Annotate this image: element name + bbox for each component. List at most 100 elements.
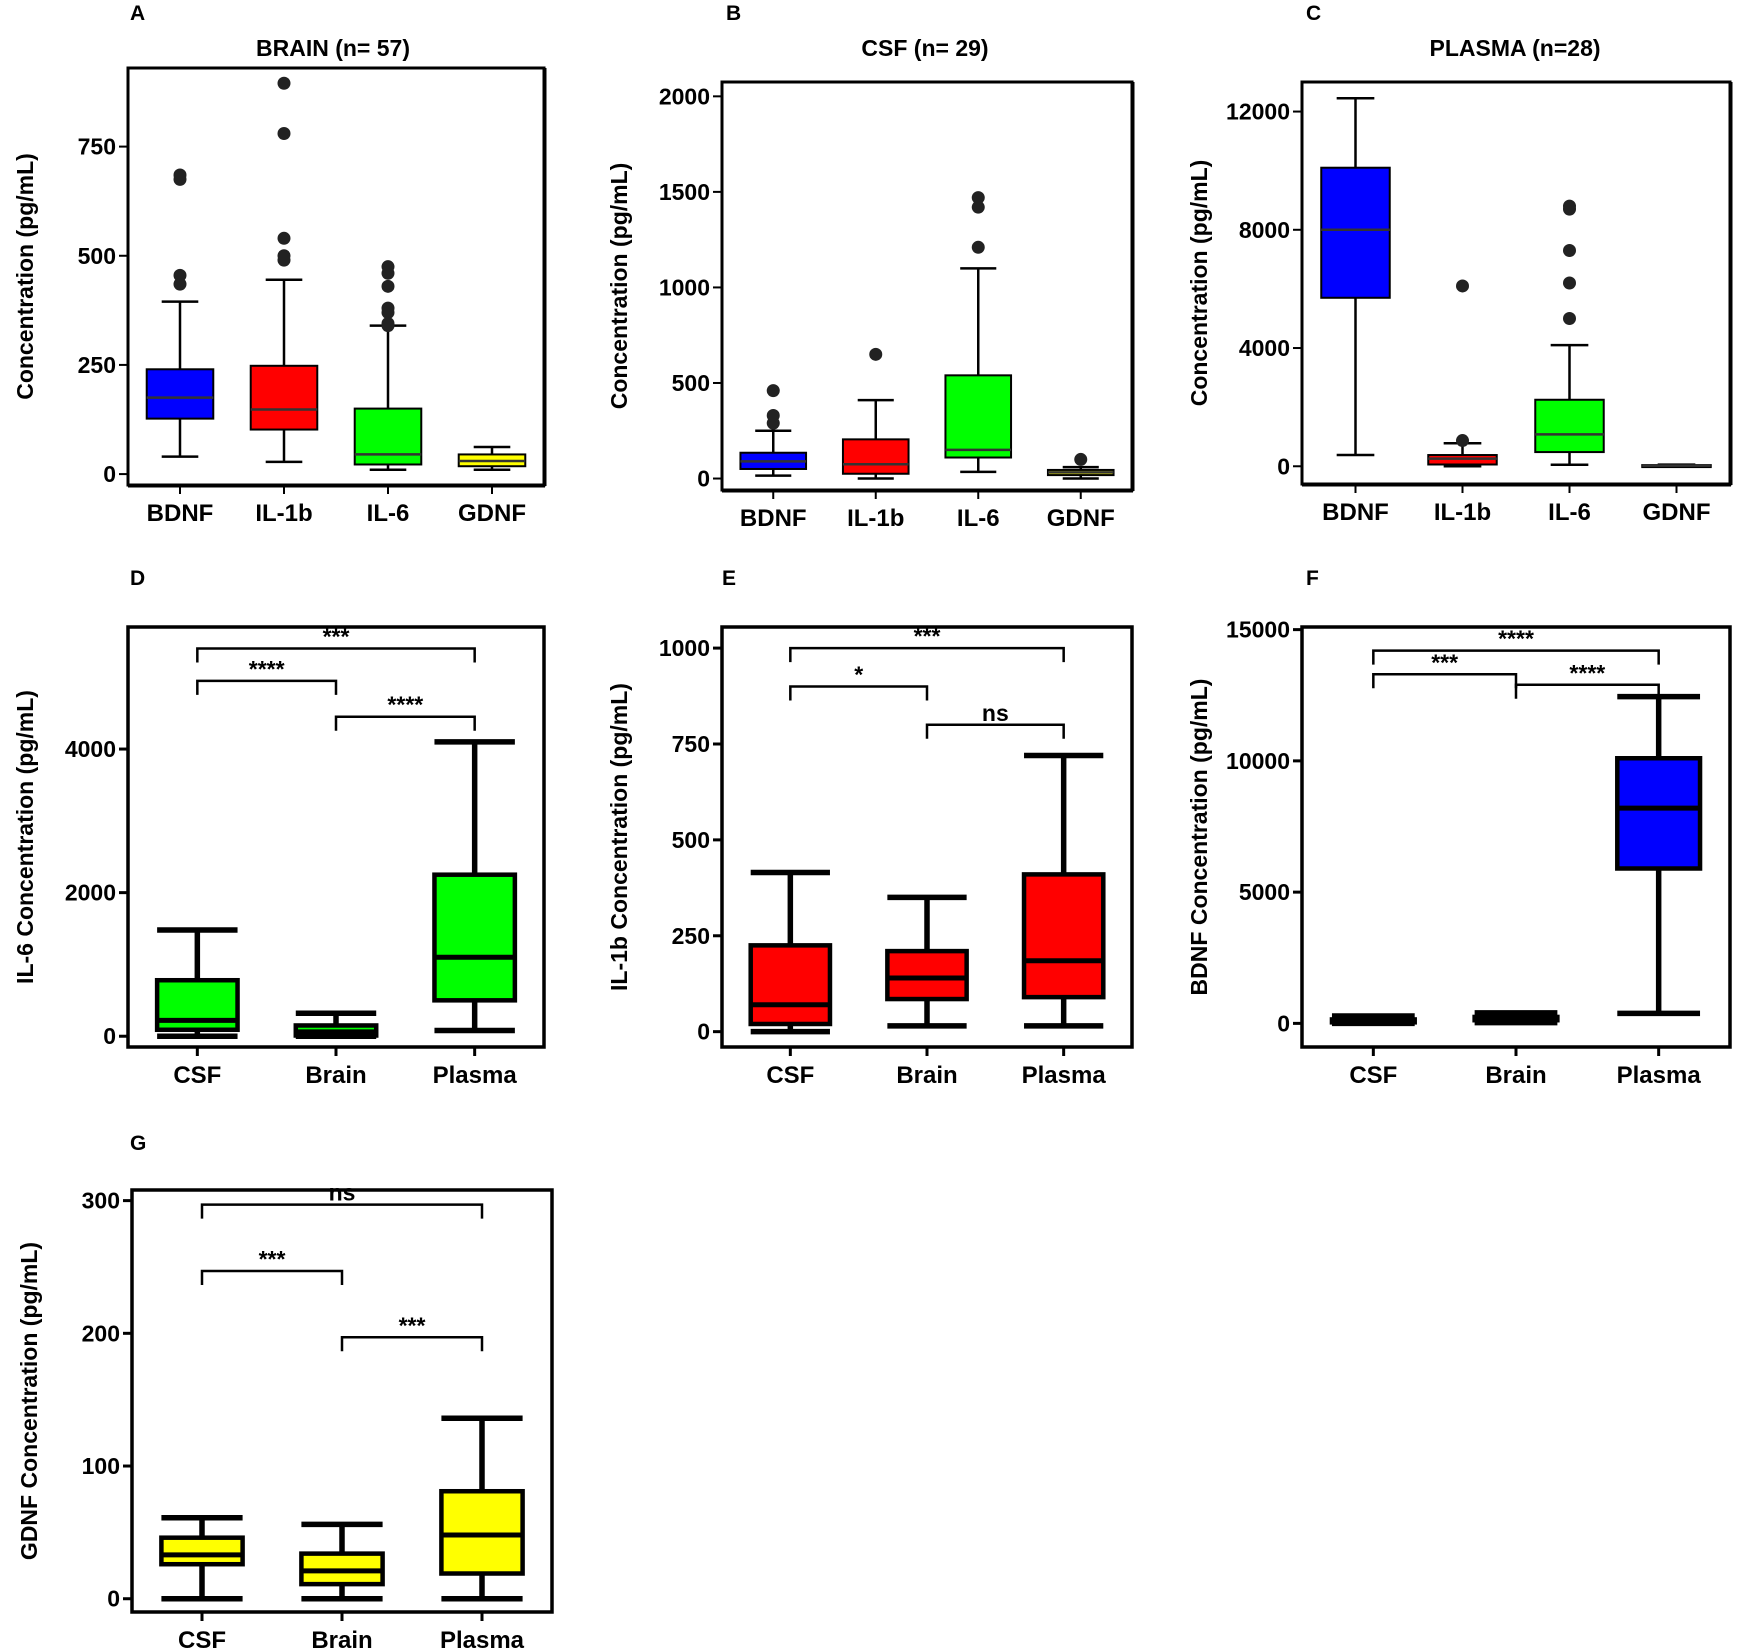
significance-bracket: **** (196, 656, 338, 695)
outlier-point (1074, 452, 1088, 466)
panel-g: 0 100 200 300 GDNF Concentration (pg/mL) CSF B… (16, 1180, 554, 1649)
y-tick-label: 200 (82, 1320, 120, 1346)
box-plasma (432, 739, 518, 1034)
y-tick-label: 0 (1277, 1010, 1290, 1036)
y-tick-label: 10000 (1226, 748, 1290, 774)
box-iqr (841, 438, 910, 475)
box-bdnf (145, 168, 215, 458)
panel-letter-c: C (1306, 2, 1321, 25)
box-gdnf (1046, 452, 1115, 480)
x-tick-label: Plasma (1022, 1062, 1107, 1089)
y-axis-label: IL-1b Concentration (pg/mL) (606, 683, 632, 991)
outlier-point (971, 200, 985, 214)
x-tick-label: Plasma (440, 1627, 525, 1649)
outlier-point (1563, 199, 1576, 213)
bracket-line (196, 679, 338, 695)
outlier-point (1563, 243, 1576, 257)
box-bdnf (739, 384, 808, 477)
x-tick-label: BDNF (1322, 499, 1389, 526)
bracket-line (1372, 649, 1660, 665)
significance-label: **** (249, 656, 285, 682)
y-axis-label: Concentration (pg/mL) (606, 163, 632, 410)
significance-label: *** (323, 624, 350, 650)
panel-f: 0 5000 10000 15000 BDNF Concentration (pg/mL… (1186, 617, 1732, 1089)
outlier-point (277, 231, 291, 245)
outlier-point (381, 260, 395, 274)
y-tick-label: 5000 (1239, 879, 1290, 905)
x-tick-label: Plasma (1617, 1062, 1702, 1089)
x-tick-label: IL-6 (367, 500, 410, 527)
y-tick-label: 500 (672, 370, 710, 396)
x-tick-label: BDNF (740, 505, 807, 532)
y-tick-label: 750 (78, 134, 116, 160)
bracket-line (789, 646, 1065, 663)
box-iqr (439, 1488, 525, 1576)
outlier-point (766, 384, 780, 398)
outlier-point (277, 76, 291, 90)
bracket-line (925, 723, 1065, 739)
y-tick-label: 0 (103, 1023, 116, 1049)
panel-title-plasma: PLASMA (n=28) (1429, 35, 1600, 61)
panel-letter-e: E (722, 567, 736, 590)
significance-bracket: *** (789, 623, 1065, 663)
y-tick-label: 750 (672, 731, 710, 757)
x-tick-label: Plasma (433, 1062, 518, 1089)
y-tick-label: 4000 (1239, 335, 1290, 361)
box-csf (1329, 1013, 1417, 1027)
y-tick-label: 15000 (1226, 617, 1290, 643)
x-tick-label: IL-6 (1548, 499, 1591, 526)
bracket-line (200, 1269, 344, 1285)
x-tick-label: CSF (178, 1627, 226, 1649)
significance-label: *** (914, 623, 941, 649)
x-tick-label: CSF (766, 1062, 814, 1089)
box-iqr (1534, 398, 1605, 454)
panel-letter-d: D (130, 567, 145, 590)
outlier-point (277, 249, 291, 263)
significance-bracket: **** (1514, 660, 1660, 699)
outlier-point (1563, 311, 1576, 325)
box-iqr (1320, 166, 1391, 299)
box-brain (1472, 1010, 1560, 1026)
panel-title-csf: CSF (n= 29) (861, 35, 988, 61)
box-brain (299, 1521, 385, 1602)
x-tick-label: Brain (311, 1627, 372, 1649)
y-tick-label: 8000 (1239, 217, 1290, 243)
box-plasma (439, 1415, 525, 1602)
significance-bracket: ns (200, 1180, 484, 1219)
box-csf (748, 869, 833, 1035)
y-tick-label: 2000 (659, 83, 710, 109)
panel-letter-b: B (726, 2, 741, 25)
y-tick-label: 500 (672, 827, 710, 853)
box-iqr (748, 943, 833, 1027)
box-plasma (1021, 752, 1106, 1029)
y-tick-label: 0 (697, 466, 710, 492)
significance-bracket: *** (1372, 649, 1518, 689)
y-axis-label: GDNF Concentration (pg/mL) (16, 1242, 42, 1560)
bracket-line (340, 1336, 484, 1352)
box-iqr (1021, 872, 1106, 1000)
x-tick-label: BDNF (147, 500, 214, 527)
y-tick-label: 4000 (65, 736, 116, 762)
x-tick-label: GDNF (458, 500, 526, 527)
significance-bracket: *** (196, 624, 476, 663)
outlier-point (1456, 279, 1469, 293)
significance-label: *** (399, 1312, 426, 1338)
x-tick-label: IL-1b (847, 505, 904, 532)
significance-label: * (854, 661, 863, 687)
x-tick-label: Brain (305, 1062, 366, 1089)
y-axis-label: Concentration (pg/mL) (12, 153, 38, 400)
outlier-point (971, 240, 985, 254)
y-axis-label: IL-6 Concentration (pg/mL) (12, 690, 38, 984)
box-il-6 (1534, 199, 1605, 467)
box-il-6 (944, 191, 1013, 474)
panel-e: 0 250 500 750 1000 IL-1b Concentration (pg/mL… (606, 623, 1134, 1089)
significance-label: **** (1569, 660, 1605, 686)
y-axis-label: BDNF Concentration (pg/mL) (1186, 679, 1212, 996)
y-tick-label: 250 (672, 923, 710, 949)
plot-frame (720, 80, 1134, 492)
bracket-line (200, 1203, 484, 1219)
box-iqr (249, 364, 319, 431)
panel-b: 0 500 1000 1500 2000 Concentration (pg/mL) BDN… (606, 80, 1135, 532)
box-il-1b (249, 76, 319, 464)
significance-label: **** (387, 692, 423, 718)
